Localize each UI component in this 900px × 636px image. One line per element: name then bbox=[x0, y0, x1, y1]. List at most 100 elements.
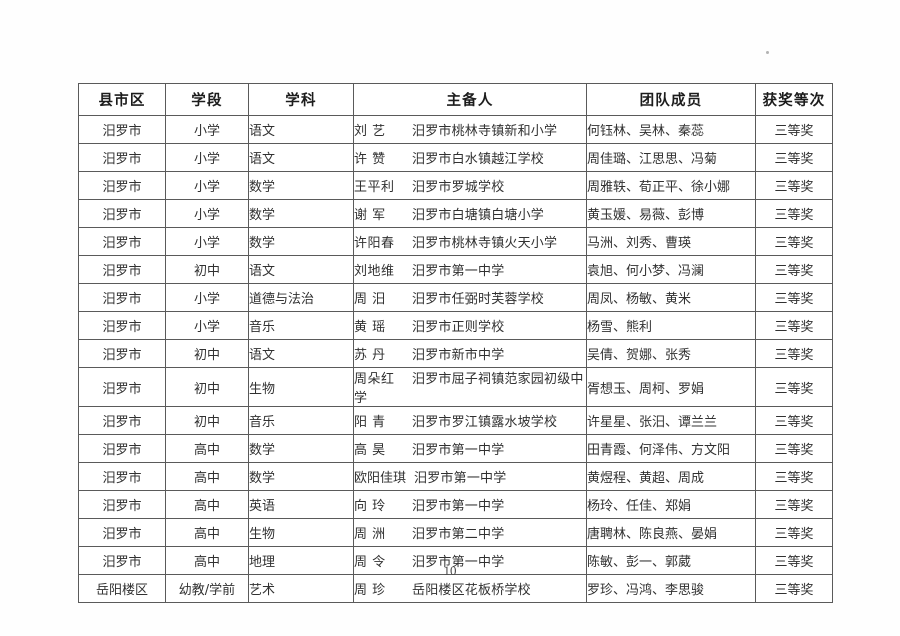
cell-team: 袁旭、何小梦、冯澜 bbox=[586, 255, 756, 284]
cell-team: 周雅轶、荀正平、徐小娜 bbox=[586, 171, 756, 200]
cell-team: 黄玉媛、易薇、彭博 bbox=[586, 199, 756, 228]
cell-subject: 英语 bbox=[248, 490, 354, 519]
cell-team: 杨雪、熊利 bbox=[586, 311, 756, 340]
cell-lead: 周 汨 汨罗市任弼时芙蓉学校 bbox=[353, 283, 587, 312]
cell-subject: 地理 bbox=[248, 546, 354, 575]
cell-team: 许星星、张汨、谭兰兰 bbox=[586, 406, 756, 435]
cell-county: 汨罗市 bbox=[78, 227, 166, 256]
cell-stage: 小学 bbox=[165, 283, 249, 312]
cell-county: 汨罗市 bbox=[78, 199, 166, 228]
lead-person-name: 周 令 bbox=[354, 555, 386, 570]
cell-stage: 小学 bbox=[165, 311, 249, 340]
cell-award-level: 三等奖 bbox=[755, 490, 833, 519]
cell-team: 黄煜程、黄超、周成 bbox=[586, 462, 756, 491]
table-row: 汨罗市 初中 语文苏 丹 汨罗市新市中学 吴倩、贺娜、张秀 三等奖 bbox=[78, 339, 833, 368]
lead-person-name: 高 昊 bbox=[354, 443, 386, 458]
lead-person-name: 刘 艺 bbox=[354, 124, 386, 139]
table-row: 汨罗市 小学 语文许 赞 汨罗市白水镇越江学校 周佳璐、江思思、冯菊 三等奖 bbox=[78, 143, 833, 172]
lead-person-school: 汨罗市白水镇越江学校 bbox=[412, 152, 545, 167]
cell-stage: 初中 bbox=[165, 339, 249, 368]
table-row: 汨罗市 初中 音乐阳 青 汨罗市罗江镇露水坡学校 许星星、张汨、谭兰兰 三等奖 bbox=[78, 406, 833, 435]
cell-lead: 周 洲 汨罗市第二中学 bbox=[353, 518, 587, 547]
lead-person-name: 周 洲 bbox=[354, 527, 386, 542]
cell-subject: 语文 bbox=[248, 143, 354, 172]
cell-team: 胥想玉、周柯、罗娟 bbox=[586, 367, 756, 407]
cell-subject: 艺术 bbox=[248, 574, 354, 603]
table-row: 汨罗市 高中 英语向 玲 汨罗市第一中学 杨玲、任佳、郑娟 三等奖 bbox=[78, 490, 833, 519]
cell-subject: 数学 bbox=[248, 227, 354, 256]
cell-stage: 高中 bbox=[165, 490, 249, 519]
cell-subject: 语文 bbox=[248, 339, 354, 368]
cell-lead: 周 令 汨罗市第一中学 bbox=[353, 546, 587, 575]
cell-team: 周佳璐、江思思、冯菊 bbox=[586, 143, 756, 172]
scan-artifact-speck bbox=[766, 51, 769, 54]
cell-county: 汨罗市 bbox=[78, 462, 166, 491]
cell-county: 汨罗市 bbox=[78, 311, 166, 340]
column-header-stage: 学段 bbox=[165, 83, 249, 116]
cell-subject: 生物 bbox=[248, 367, 354, 407]
lead-person-name: 王平利 bbox=[354, 180, 395, 195]
lead-person-name: 周 汨 bbox=[354, 292, 386, 307]
cell-award-level: 三等奖 bbox=[755, 171, 833, 200]
cell-county: 汨罗市 bbox=[78, 490, 166, 519]
cell-award-level: 三等奖 bbox=[755, 546, 833, 575]
table-row: 汨罗市 小学 语文刘 艺 汨罗市桃林寺镇新和小学 何钰林、吴林、秦蕊 三等奖 bbox=[78, 115, 833, 144]
lead-person-school: 汨罗市桃林寺镇火天小学 bbox=[412, 236, 558, 251]
lead-person-school: 汨罗市第一中学 bbox=[414, 471, 507, 486]
cell-team: 唐聘林、陈良燕、晏娟 bbox=[586, 518, 756, 547]
lead-person-name: 许 赞 bbox=[354, 152, 386, 167]
table-row: 汨罗市 高中 地理周 令汨罗市第一中学 陈敏、彭一、郭葳 三等奖 bbox=[78, 546, 833, 575]
cell-lead: 黄 瑶 汨罗市正则学校 bbox=[353, 311, 587, 340]
cell-lead: 向 玲 汨罗市第一中学 bbox=[353, 490, 587, 519]
cell-lead: 王平利 汨罗市罗城学校 bbox=[353, 171, 587, 200]
cell-award-level: 三等奖 bbox=[755, 283, 833, 312]
table-row: 汨罗市 小学 数学 许阳春 汨罗市桃林寺镇火天小学 马洲、刘秀、曹瑛 三等奖 bbox=[78, 227, 833, 256]
table-header: 县市区 学段 学科 主备人 团队成员 获奖等次 bbox=[78, 83, 833, 116]
award-table-container: 县市区 学段 学科 主备人 团队成员 获奖等次 汨罗市 小学 语文刘 艺汨罗市桃林寺… bbox=[78, 83, 833, 603]
lead-person-name: 欧阳佳琪 bbox=[354, 471, 407, 486]
lead-person-school: 汨罗市第一中学 bbox=[412, 499, 505, 514]
cell-award-level: 三等奖 bbox=[755, 143, 833, 172]
column-header-lead: 主备人 bbox=[353, 83, 587, 116]
cell-award-level: 三等奖 bbox=[755, 115, 833, 144]
table-row: 汨罗市 小学 道德与法治周 汨 汨罗市任弼时芙蓉学校 周凤、杨敏、黄米 三等奖 bbox=[78, 283, 833, 312]
table-row: 汨罗市 小学 数学谢 军 汨罗市白塘镇白塘小学 黄玉媛、易薇、彭博 三等奖 bbox=[78, 199, 833, 228]
cell-stage: 高中 bbox=[165, 434, 249, 463]
page-number: 10 bbox=[443, 563, 457, 578]
lead-person-school: 汨罗市屈子祠镇范家园初级中学 bbox=[354, 372, 584, 406]
cell-county: 汨罗市 bbox=[78, 546, 166, 575]
cell-award-level: 三等奖 bbox=[755, 434, 833, 463]
lead-person-name: 黄 瑶 bbox=[354, 320, 386, 335]
cell-subject: 数学 bbox=[248, 171, 354, 200]
cell-stage: 初中 bbox=[165, 255, 249, 284]
table-row: 岳阳楼区 幼教/学前 艺术周 珍 岳阳楼区花板桥学校 罗珍、冯鸿、李思骏 三等奖 bbox=[78, 574, 833, 603]
cell-stage: 幼教/学前 bbox=[165, 574, 249, 603]
lead-person-school: 汨罗市任弼时芙蓉学校 bbox=[412, 292, 545, 307]
cell-stage: 初中 bbox=[165, 367, 249, 407]
cell-lead: 欧阳佳琪 汨罗市第一中学 bbox=[353, 462, 587, 491]
cell-stage: 小学 bbox=[165, 115, 249, 144]
cell-stage: 小学 bbox=[165, 171, 249, 200]
cell-subject: 生物 bbox=[248, 518, 354, 547]
lead-person-school: 汨罗市第二中学 bbox=[412, 527, 505, 542]
cell-county: 汨罗市 bbox=[78, 518, 166, 547]
cell-county: 岳阳楼区 bbox=[78, 574, 166, 603]
lead-person-school: 汨罗市罗江镇露水坡学校 bbox=[412, 415, 558, 430]
cell-team: 吴倩、贺娜、张秀 bbox=[586, 339, 756, 368]
lead-person-school: 汨罗市第一中学 bbox=[412, 555, 505, 570]
cell-county: 汨罗市 bbox=[78, 171, 166, 200]
lead-person-school: 汨罗市第一中学 bbox=[412, 264, 505, 279]
lead-person-school: 汨罗市正则学校 bbox=[412, 320, 505, 335]
table-row: 汨罗市 初中 生物 周朵红 汨罗市屈子祠镇范家园初级中学 胥想玉、周柯、罗娟 三等奖 bbox=[78, 367, 833, 407]
lead-person-name: 谢 军 bbox=[354, 208, 386, 223]
cell-team: 周凤、杨敏、黄米 bbox=[586, 283, 756, 312]
cell-subject: 数学 bbox=[248, 434, 354, 463]
cell-stage: 小学 bbox=[165, 227, 249, 256]
cell-county: 汨罗市 bbox=[78, 255, 166, 284]
lead-person-name: 周朵红 bbox=[354, 372, 395, 387]
cell-team: 罗珍、冯鸿、李思骏 bbox=[586, 574, 756, 603]
cell-award-level: 三等奖 bbox=[755, 462, 833, 491]
cell-lead: 谢 军 汨罗市白塘镇白塘小学 bbox=[353, 199, 587, 228]
cell-lead: 许 赞 汨罗市白水镇越江学校 bbox=[353, 143, 587, 172]
